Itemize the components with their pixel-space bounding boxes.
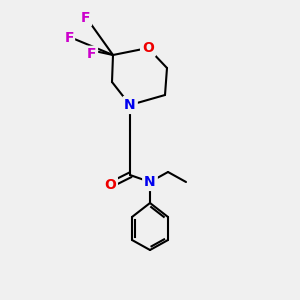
Text: O: O (142, 41, 154, 55)
Text: F: F (87, 47, 97, 61)
Text: N: N (144, 175, 156, 189)
Text: N: N (124, 98, 136, 112)
Text: O: O (104, 178, 116, 192)
Text: F: F (64, 31, 74, 45)
Text: F: F (81, 11, 91, 25)
